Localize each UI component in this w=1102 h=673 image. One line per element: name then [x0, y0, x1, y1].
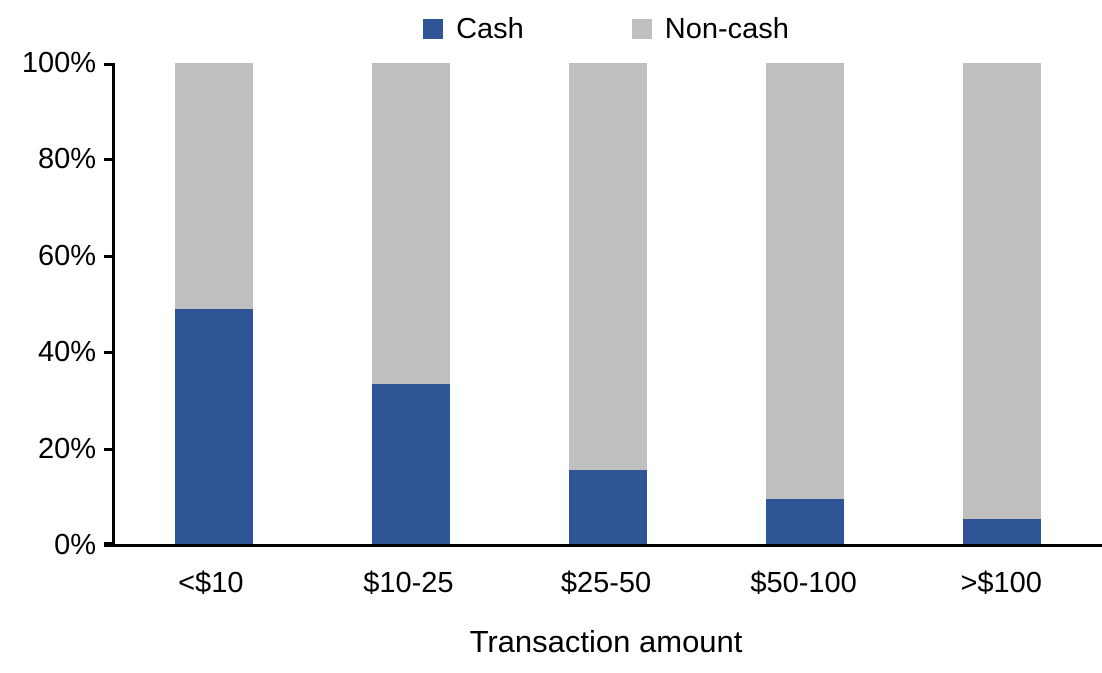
- stacked-bar: [765, 63, 844, 545]
- legend-label-noncash: Non-cash: [664, 13, 789, 45]
- x-axis-title: Transaction amount: [469, 624, 743, 659]
- stacked-bar: [371, 63, 450, 545]
- bar-column-2: [312, 63, 509, 545]
- bar-column-5: [903, 63, 1100, 545]
- cash-segment: [174, 308, 253, 545]
- y-tick-mark: [104, 351, 112, 355]
- legend-item-noncash: Non-cash: [631, 10, 789, 48]
- legend-item-cash: Cash: [423, 10, 524, 48]
- cash-segment: [765, 499, 844, 545]
- noncash-color-swatch: [631, 19, 652, 39]
- bar-column-3: [509, 63, 706, 545]
- x-axis-line: [104, 544, 1102, 547]
- cash-segment: [371, 383, 450, 545]
- legend-label-cash: Cash: [456, 13, 524, 45]
- y-tick-mark: [104, 542, 112, 545]
- x-tick-label: $10-25: [363, 567, 454, 599]
- y-axis-tick-labels: 0% 20% 40% 60% 80% 100%: [0, 48, 96, 560]
- y-tick-label: 0%: [54, 529, 96, 561]
- x-tick-label: <$10: [178, 567, 244, 599]
- x-tick-label: >$100: [960, 567, 1042, 599]
- y-tick-mark: [104, 447, 112, 451]
- y-axis-tick-marks: [104, 63, 112, 545]
- legend: Cash Non-cash: [112, 10, 1100, 48]
- y-tick-label: 60%: [37, 239, 96, 272]
- cash-color-swatch: [423, 19, 444, 39]
- stacked-bar: [568, 63, 647, 545]
- stacked-bar: [174, 63, 253, 545]
- stacked-bar: [962, 63, 1041, 545]
- cash-segment: [568, 470, 647, 545]
- plot-area: [112, 63, 1100, 545]
- y-tick-label: 100%: [21, 47, 96, 79]
- y-tick-label: 80%: [37, 143, 96, 176]
- y-tick-label: 40%: [37, 336, 96, 369]
- y-tick-label: 20%: [37, 432, 96, 465]
- noncash-segment: [765, 63, 844, 500]
- noncash-segment: [568, 63, 647, 471]
- noncash-segment: [962, 63, 1041, 519]
- x-tick-label: $25-50: [560, 567, 652, 599]
- x-axis-tick-labels: <$10 $10-25 $25-50 $50-100 >$100: [112, 565, 1100, 601]
- bar-column-4: [706, 63, 903, 545]
- noncash-segment: [371, 63, 450, 384]
- noncash-segment: [174, 63, 253, 309]
- x-tick-label: $50-100: [750, 567, 857, 599]
- y-tick-mark: [104, 158, 112, 162]
- cash-segment: [962, 518, 1041, 545]
- bar-column-1: [115, 63, 312, 545]
- y-tick-mark: [104, 254, 112, 258]
- y-tick-mark: [104, 63, 112, 66]
